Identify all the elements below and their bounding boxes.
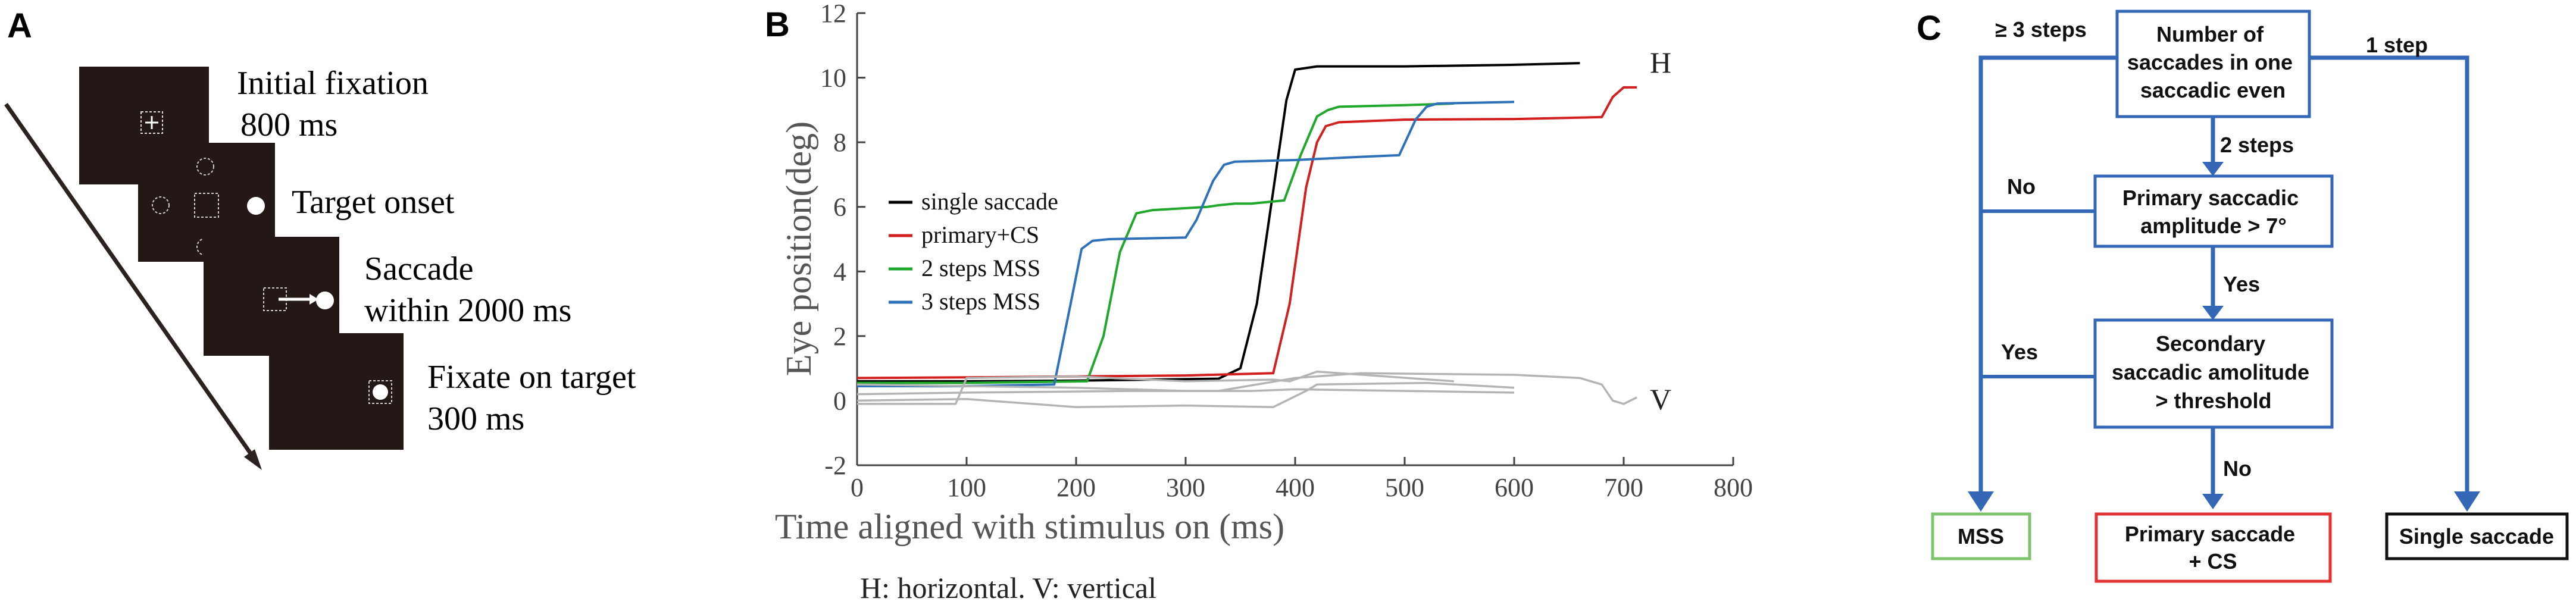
x-tick-label: 500 — [1385, 473, 1424, 502]
figure-caption: H: horizontal. V: vertical — [860, 571, 1156, 604]
svg-text:Primary saccadic amplitude: Primary saccadic amplitude > 7° — [2122, 186, 2305, 238]
edge-down-arrowhead — [2202, 162, 2224, 176]
x-tick-label: 600 — [1495, 473, 1534, 502]
legend-label: primary+CS — [921, 221, 1039, 248]
q2-box — [2093, 318, 2334, 429]
x-tick-label: 0 — [851, 473, 864, 502]
y-tick-label: 6 — [833, 193, 846, 222]
series-vertical-3 — [856, 381, 1515, 409]
panel-c-label: C — [1917, 9, 1942, 48]
legend-label: 2 steps MSS — [921, 255, 1040, 281]
y-tick-label: 4 — [833, 257, 846, 286]
center-box — [194, 193, 219, 218]
svg-text:Primary saccade + CS: Primary saccade + CS — [2125, 522, 2301, 574]
y-tick-label: 8 — [833, 128, 846, 157]
outcome-mss-box — [1931, 512, 2031, 560]
root-line-3: saccadic even — [2140, 78, 2286, 102]
series-3-steps-mss — [857, 101, 1515, 387]
series-2-steps-mss — [857, 102, 1454, 384]
placeholder-circle-top — [196, 158, 214, 176]
edge-down-label: 2 steps — [2220, 133, 2294, 157]
step3-duration: within 2000 ms — [364, 292, 571, 329]
time-arrow — [4, 102, 258, 463]
q2-no-label: No — [2223, 456, 2252, 481]
edge-right-label: 1 step — [2366, 33, 2428, 57]
step4-duration: 300 ms — [427, 400, 524, 437]
outcome-cs-box — [2094, 512, 2332, 583]
outcome-single-label: Single saccade — [2399, 524, 2554, 549]
q1-line-2: amplitude > 7° — [2140, 214, 2286, 238]
step4-title: Fixate on target — [427, 359, 636, 396]
outcome-single-box — [2385, 512, 2569, 560]
y-tick-label: 2 — [833, 322, 846, 351]
step1-title: Initial fixation — [237, 65, 429, 102]
annotation-h: H — [1650, 46, 1671, 79]
placeholder-circle-left — [152, 196, 170, 214]
outcome-mss-label: MSS — [1958, 524, 2004, 549]
q1-line-1: Primary saccadic — [2122, 186, 2299, 210]
y-tick-label: -2 — [824, 451, 846, 480]
saccade-target-dot — [316, 292, 334, 309]
fixation-box — [140, 111, 163, 134]
q1-no-label: No — [2007, 174, 2036, 199]
outcome-cs-line-2: + CS — [2189, 549, 2237, 574]
legend-label: 3 steps MSS — [921, 288, 1040, 315]
edge-right-line — [2309, 55, 2469, 505]
saccade-arrow-head — [310, 294, 318, 305]
q2-line-2: saccadic amolitude — [2112, 360, 2309, 384]
q2-line-1: Secondary — [2156, 331, 2265, 356]
step2-title: Target onset — [292, 184, 455, 221]
panel-b-label: B — [765, 5, 790, 44]
edge-left-line — [1978, 55, 2117, 505]
x-tick-label: 200 — [1056, 473, 1096, 502]
q1-yes-arrowhead — [2202, 306, 2224, 320]
y-tick-label: 0 — [833, 386, 846, 415]
series-vertical-1 — [856, 372, 1637, 405]
svg-text:Number of saccades in one: Number of saccades in one saccadic even — [2127, 22, 2299, 102]
root-line-1: Number of — [2156, 22, 2264, 46]
svg-text:Secondary saccadic amolitu: Secondary saccadic amolitude > threshold — [2112, 331, 2315, 413]
final-target-dot — [373, 384, 388, 400]
time-arrow-head — [244, 449, 262, 470]
root-box — [2115, 10, 2311, 118]
q2-no-arrowhead — [2202, 494, 2224, 509]
y-tick-label: 12 — [820, 0, 846, 28]
x-axis-label: Time aligned with stimulus on (ms) — [775, 507, 1284, 546]
x-tick-label: 800 — [1714, 473, 1753, 502]
y-axis-label: Eye position(deg) — [779, 121, 818, 376]
x-tick-label: 700 — [1604, 473, 1643, 502]
series-vertical-2 — [857, 370, 1454, 405]
root-line-2: saccades in one — [2127, 50, 2293, 74]
target-dot — [247, 197, 265, 215]
step1-duration: 800 ms — [240, 106, 337, 143]
x-tick-label: 100 — [947, 473, 986, 502]
edge-left-arrowhead — [1968, 491, 1994, 512]
outcome-cs-line-1: Primary saccade — [2125, 522, 2295, 546]
edge-right-arrowhead — [2454, 491, 2480, 512]
annotation-v: V — [1650, 383, 1671, 416]
series-primary-cs — [856, 86, 1637, 380]
panel-a-label: A — [7, 7, 32, 45]
edge-left-label: ≥ 3 steps — [1995, 17, 2087, 42]
target-fixation-box — [368, 380, 392, 404]
q2-line-3: > threshold — [2155, 388, 2271, 413]
y-tick-label: 10 — [820, 64, 846, 93]
x-tick-label: 300 — [1166, 473, 1205, 502]
x-tick-label: 400 — [1276, 473, 1315, 502]
legend-label: single saccade — [921, 188, 1058, 215]
step3-title: Saccade — [364, 250, 473, 287]
series-vertical-4 — [856, 383, 1515, 394]
q1-yes-label: Yes — [2223, 272, 2260, 296]
q2-yes-label: Yes — [2001, 340, 2038, 364]
